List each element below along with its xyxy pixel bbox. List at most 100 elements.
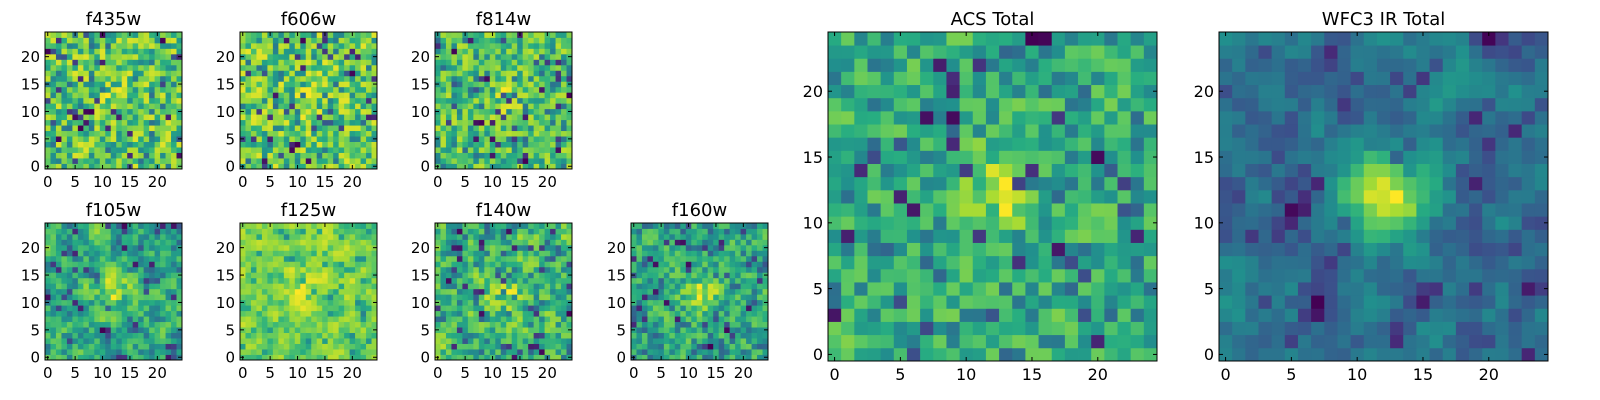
heatmap-cell [1038,282,1053,296]
heatmap-cell [360,152,367,159]
heatmap-cell [658,316,665,323]
x-tick-label: 0 [238,364,248,382]
heatmap-cell [539,305,545,312]
heatmap-cell [267,349,274,355]
heatmap-cell [250,261,257,268]
heatmap-cell [138,288,145,295]
heatmap-cell [522,86,529,93]
heatmap-cell [83,228,90,235]
heatmap-cell [566,92,573,99]
heatmap-cell [946,216,960,230]
heatmap-cell [355,327,361,333]
heatmap-cell [440,108,447,115]
heatmap-cell [311,310,318,317]
heatmap-cell [631,228,637,235]
heatmap-cell [371,114,378,121]
heatmap-cell [1078,282,1092,296]
heatmap-cell [176,152,183,159]
heatmap-cell [45,75,51,82]
heatmap-cell [272,332,279,339]
heatmap-cell [462,349,469,355]
heatmap-cell [245,294,252,301]
heatmap-cell [522,70,529,77]
heatmap-cell [267,86,274,93]
heatmap-cell [959,216,974,230]
heatmap-cell [539,158,545,164]
heatmap-cell [371,228,378,235]
heatmap-cell [165,354,172,361]
heatmap-cell [506,141,513,148]
heatmap-cell [176,114,183,121]
heatmap-cell [696,305,703,312]
heatmap-cell [539,299,545,306]
heatmap-cell [110,233,117,240]
heatmap-cell [245,130,252,137]
heatmap-cell [176,75,183,82]
heatmap-cell [702,338,709,344]
heatmap-cell [344,321,350,328]
heatmap-cell [522,255,529,262]
heatmap-cell [511,42,518,49]
heatmap-cell [99,141,106,148]
heatmap-cell [66,261,73,268]
heatmap-cell [451,244,458,251]
heatmap-cell [99,299,106,306]
heatmap-cell [484,239,491,246]
heatmap-cell [61,354,68,361]
heatmap-cell [322,244,329,251]
heatmap-cell [83,163,90,170]
heatmap-cell [165,277,172,284]
heatmap-cell [77,233,84,240]
heatmap-cell [757,239,763,246]
heatmap-cell [566,86,573,93]
heatmap-cell [473,316,480,323]
heatmap-cell [77,75,84,82]
heatmap-cell [355,354,361,361]
heatmap-cell [77,59,84,66]
heatmap-cell [344,97,350,104]
heatmap-cell [707,250,714,257]
heatmap-cell [267,119,274,126]
heatmap-cell [528,141,535,148]
heatmap-cell [484,125,491,132]
heatmap-cell [685,244,692,251]
heatmap-cell [154,305,161,312]
heatmap-cell [445,130,452,137]
heatmap-cell [94,283,101,290]
heatmap-cell [349,332,356,339]
heatmap-cell [696,277,703,284]
heatmap-cell [920,176,934,191]
heatmap-cell [45,261,51,268]
heatmap-cell [517,233,524,240]
heatmap-cell [300,119,307,126]
heatmap-cell [371,321,378,328]
heatmap-cell [66,244,73,251]
heatmap-cell [300,152,307,159]
heatmap-cell [528,103,535,110]
heatmap-cell [506,288,513,295]
heatmap-cell [647,327,654,333]
heatmap-cell [77,288,84,295]
heatmap-cell [327,81,334,88]
heatmap-cell [762,310,769,317]
heatmap-cell [349,233,356,240]
heatmap-cell [854,308,868,322]
heatmap-cell [349,299,356,306]
heatmap-cell [484,283,491,290]
heatmap-cell [311,343,318,350]
heatmap-cell [489,266,496,273]
heatmap-cell [83,103,90,110]
heatmap-cell [154,310,161,317]
heatmap-cell [250,92,257,99]
heatmap-cell [946,334,960,349]
heatmap-cell [61,338,68,344]
heatmap-cell [495,92,502,99]
heatmap-cell [94,354,101,361]
heatmap-cell [696,223,703,229]
heatmap-cell [440,277,447,284]
heatmap-cell [511,272,518,279]
heatmap-cell [1117,203,1132,217]
heatmap-cell [272,305,279,312]
heatmap-cell [669,321,676,328]
